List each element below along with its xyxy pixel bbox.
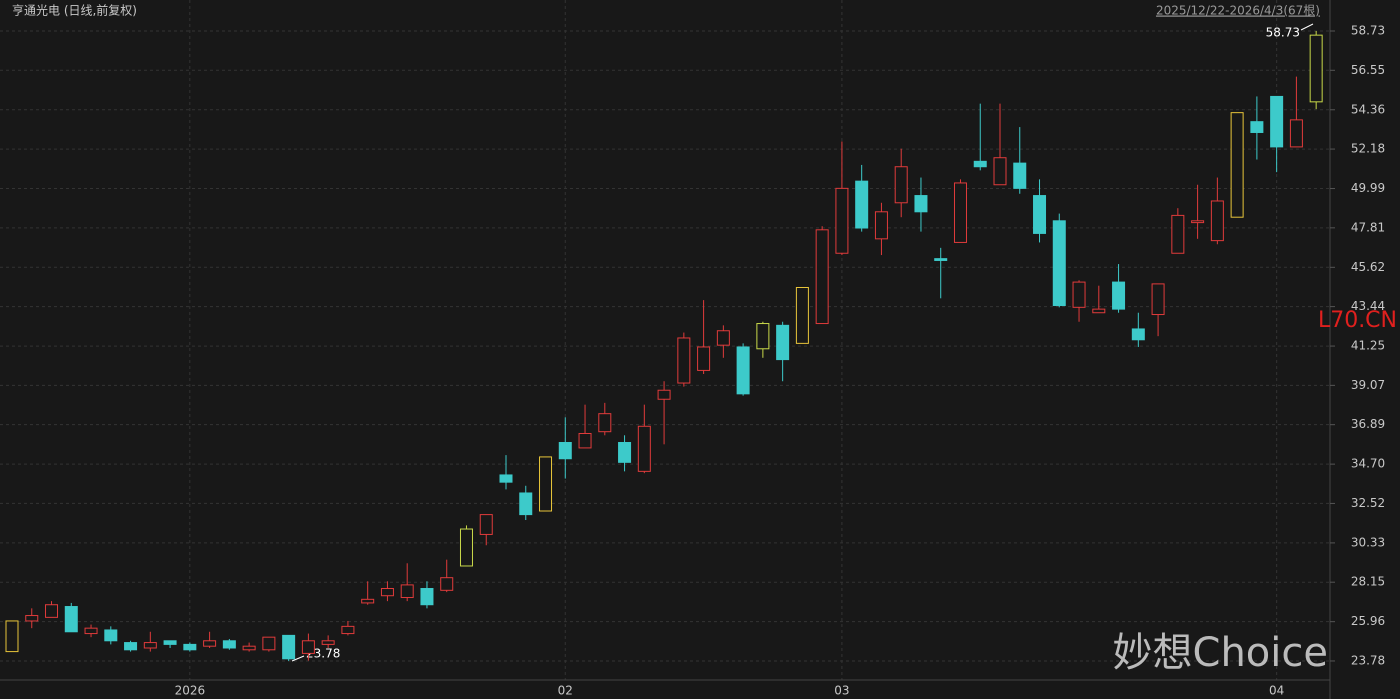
candle-body (321, 640, 335, 645)
y-tick-label: 25.96 (1351, 614, 1385, 628)
candle-body (776, 324, 790, 361)
y-tick-label: 34.70 (1351, 457, 1385, 471)
y-tick-label: 58.73 (1351, 24, 1385, 38)
candle-body (341, 625, 355, 635)
y-tick-label: 28.15 (1351, 575, 1385, 589)
candle-body (1270, 95, 1284, 148)
y-tick-label: 54.36 (1351, 102, 1385, 116)
candle-body (637, 425, 651, 472)
candle-body (1131, 328, 1145, 341)
y-tick-label: 23.78 (1351, 653, 1385, 667)
candle-body (677, 337, 691, 384)
candle-body (1052, 220, 1066, 307)
chart-title: 亨通光电 (日线,前复权) (12, 3, 137, 18)
candle-body (1072, 281, 1086, 308)
candle-body (1191, 220, 1205, 224)
candle-body (578, 432, 592, 449)
candle-body (874, 211, 888, 240)
x-tick-label: 02 (558, 684, 573, 698)
candle-body (934, 258, 948, 261)
candle-body (736, 346, 750, 395)
candle-body (1230, 112, 1244, 218)
candle-body (1210, 200, 1224, 242)
candle-body (1033, 195, 1047, 234)
candle-body (183, 643, 197, 651)
candle-body (124, 642, 138, 651)
y-tick-label: 32.52 (1351, 496, 1385, 510)
candle-body (815, 229, 829, 325)
candle-body (914, 195, 928, 213)
candle-body (420, 588, 434, 606)
candle-body (973, 160, 987, 168)
candle-body (143, 642, 157, 649)
candle-body (301, 640, 315, 654)
x-tick-label: 04 (1269, 684, 1284, 698)
candle-body (1289, 119, 1303, 148)
candle-body (1013, 162, 1027, 189)
candle-body (45, 604, 59, 618)
y-tick-label: 43.44 (1351, 299, 1385, 313)
candle-body (380, 588, 394, 597)
y-tick-label: 36.89 (1351, 417, 1385, 431)
candle-body (756, 323, 770, 350)
min-arrow (291, 655, 305, 662)
candle-body (1151, 283, 1165, 316)
y-tick-label: 41.25 (1351, 339, 1385, 353)
candle-body (282, 634, 296, 660)
code-label: L70.CN (1318, 308, 1397, 333)
y-tick-label: 47.81 (1351, 220, 1385, 234)
candle-body (697, 346, 711, 371)
candle-body (499, 474, 513, 483)
candle-body (222, 640, 236, 649)
candle-body (855, 180, 869, 229)
y-tick-label: 56.55 (1351, 63, 1385, 77)
candle-body (64, 606, 78, 633)
candle-body (361, 598, 375, 604)
candle-body (479, 514, 493, 535)
candle-body (1171, 214, 1185, 254)
candle-body (993, 157, 1007, 186)
candle-body (104, 629, 118, 642)
candle-body (242, 645, 256, 651)
candle-body (953, 182, 967, 243)
candle-body (657, 389, 671, 400)
candle-body (894, 166, 908, 204)
y-tick-label: 49.99 (1351, 181, 1385, 195)
candle-body (519, 492, 533, 516)
candle-body (716, 330, 730, 346)
candle-body (835, 187, 849, 254)
candle-body (1309, 34, 1323, 103)
y-tick-label: 30.33 (1351, 535, 1385, 549)
candle-body (598, 413, 612, 433)
candle-body (203, 640, 217, 647)
candle-body (1092, 308, 1106, 314)
x-tick-label: 2026 (175, 684, 206, 698)
candle-body (459, 528, 473, 567)
candle-body (163, 640, 177, 645)
candle-body (5, 620, 19, 653)
candle-body (1112, 281, 1126, 310)
candle-body (558, 442, 572, 460)
x-tick-label: 03 (834, 684, 849, 698)
candle-body (539, 456, 553, 512)
candle-body (84, 627, 98, 635)
range-label: 2025/12/22-2026/4/3(67根) (1156, 4, 1320, 18)
candle-body (400, 584, 414, 599)
candle-body (795, 286, 809, 344)
y-tick-label: 52.18 (1351, 142, 1385, 156)
y-tick-label: 39.07 (1351, 378, 1385, 392)
max-label: 58.73 (1266, 26, 1300, 40)
candle-body (25, 615, 39, 622)
candle-body (1250, 121, 1264, 133)
watermark: 妙想Choice (1113, 630, 1328, 676)
candle-body (440, 577, 454, 591)
y-tick-label: 45.62 (1351, 260, 1385, 274)
candle-body (618, 442, 632, 463)
candle-body (262, 636, 276, 651)
max-arrow (1300, 23, 1314, 31)
